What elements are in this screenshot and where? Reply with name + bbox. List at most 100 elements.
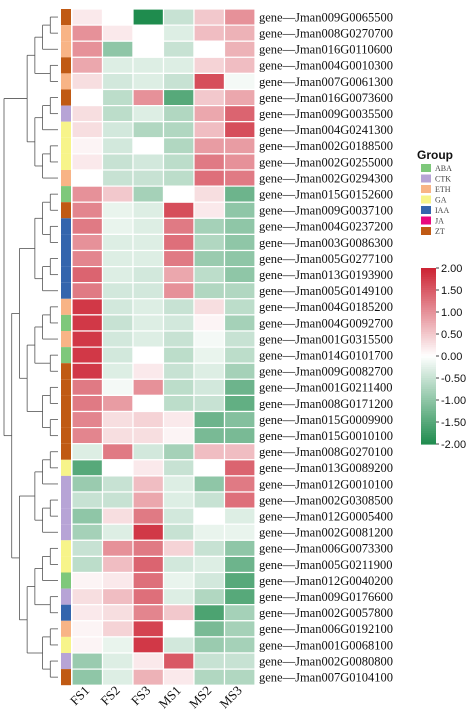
heatmap-cell	[101, 459, 134, 477]
legend-swatch	[421, 227, 431, 235]
group-mark-iaa	[61, 282, 71, 299]
heatmap-cell	[71, 475, 104, 493]
heatmap-cell	[223, 523, 256, 541]
legend-label: ABA	[435, 164, 452, 173]
heatmap-cell	[193, 137, 226, 155]
heatmap-cell	[71, 104, 104, 123]
heatmap-cell	[223, 604, 256, 622]
heatmap-cell	[162, 104, 195, 123]
heatmap-cell	[132, 104, 165, 123]
row-label: gene—Jman016G0110600	[259, 43, 393, 57]
heatmap-cell	[162, 249, 195, 268]
heatmap-cell	[193, 378, 226, 396]
legend-label: CTK	[435, 175, 451, 184]
heatmap-cell	[71, 427, 104, 445]
heatmap-cell	[193, 652, 226, 670]
group-mark-zt	[61, 395, 71, 412]
heatmap-cell	[71, 620, 104, 638]
heatmap-cell	[193, 330, 226, 348]
row-label: gene—Jman001G0068100	[259, 638, 393, 652]
row-label: gene—Jman004G0010300	[259, 59, 393, 73]
row-label: gene—Jman001G0315500	[259, 332, 393, 346]
heatmap-cell	[101, 604, 134, 622]
heatmap-cell	[223, 475, 256, 493]
heatmap-cell	[193, 571, 226, 590]
colorbar-tick-label: 1.50	[441, 285, 462, 297]
heatmap-cell	[193, 459, 226, 477]
heatmap-cell	[132, 410, 165, 429]
heatmap-cell	[101, 475, 134, 493]
group-mark-aba	[61, 572, 71, 589]
heatmap-cell	[132, 571, 165, 590]
heatmap-cell	[223, 169, 256, 187]
heatmap-cell	[193, 668, 226, 686]
heatmap-cell	[162, 475, 195, 493]
heatmap-cell	[193, 266, 226, 284]
row-label: gene—Jman005G0149100	[259, 284, 393, 298]
row-label: gene—Jman006G0073300	[259, 542, 393, 556]
group-mark-aba	[61, 347, 71, 364]
colorbar-tick-label: 2.00	[441, 263, 462, 275]
heatmap-cell	[162, 217, 195, 236]
heatmap-cell	[132, 668, 165, 686]
group-mark-ctk	[61, 588, 71, 605]
heatmap-cell	[71, 233, 104, 252]
heatmap-cell	[101, 249, 134, 268]
row-label: gene—Jman014G0101700	[259, 348, 393, 362]
heatmap-cell	[101, 153, 134, 171]
heatmap-cell	[132, 330, 165, 348]
legend-swatch	[421, 216, 431, 225]
row-label: gene—Jman005G0277100	[259, 252, 393, 266]
heatmap-cell	[132, 346, 165, 364]
heatmap-cell	[223, 410, 256, 429]
heatmap-cell	[132, 233, 165, 252]
heatmap-cell	[162, 282, 195, 300]
heatmap-cell	[162, 507, 195, 525]
heatmap-cell	[132, 314, 165, 332]
heatmap-cell	[162, 8, 195, 26]
row-label: gene—Jman013G0089200	[259, 461, 393, 475]
heatmap-cell	[101, 507, 134, 525]
heatmap-cell	[162, 153, 195, 171]
heatmap-cell	[71, 266, 104, 284]
heatmap-cell	[193, 362, 226, 380]
colorbar-tick-label: -1.00	[441, 395, 466, 407]
row-label: gene—Jman009G0176600	[259, 590, 393, 604]
heatmap-cell	[223, 571, 256, 590]
heatmap-cell	[132, 491, 165, 509]
heatmap-cell	[101, 137, 134, 155]
heatmap-cell	[132, 523, 165, 541]
heatmap-cell	[193, 233, 226, 252]
heatmap-cell	[162, 314, 195, 332]
heatmap-cell	[132, 56, 165, 74]
row-label: gene—Jman009G0082700	[259, 365, 393, 379]
heatmap-cell	[101, 298, 134, 316]
group-mark-zt	[61, 363, 71, 380]
row-label: gene—Jman004G0092700	[259, 316, 393, 330]
row-label: gene—Jman002G0294300	[259, 171, 393, 185]
heatmap-cell	[193, 56, 226, 74]
heatmap-cell	[71, 249, 104, 268]
heatmap-cell	[101, 620, 134, 638]
heatmap-cell	[71, 298, 104, 316]
heatmap-cell	[162, 668, 195, 686]
row-label: gene—Jman008G0270100	[259, 445, 393, 459]
row-label: gene—Jman009G0065500	[259, 10, 393, 24]
heatmap-cell	[193, 523, 226, 541]
heatmap-cell	[101, 443, 134, 461]
heatmap-cell	[71, 88, 104, 107]
heatmap-cell	[132, 459, 165, 477]
row-label: gene—Jman004G0237200	[259, 220, 393, 234]
heatmap-cell	[101, 56, 134, 74]
group-mark-ga	[61, 540, 71, 557]
heatmap-cell	[101, 378, 134, 396]
colorbar-tick-label: -0.50	[441, 373, 466, 385]
group-mark-ctk	[61, 653, 71, 670]
group-mark-zt	[61, 9, 71, 26]
heatmap-cell	[223, 652, 256, 670]
heatmap-cell	[101, 24, 134, 42]
heatmap-cell	[223, 587, 256, 606]
legend-swatch	[421, 206, 431, 214]
heatmap-cell	[101, 539, 134, 557]
